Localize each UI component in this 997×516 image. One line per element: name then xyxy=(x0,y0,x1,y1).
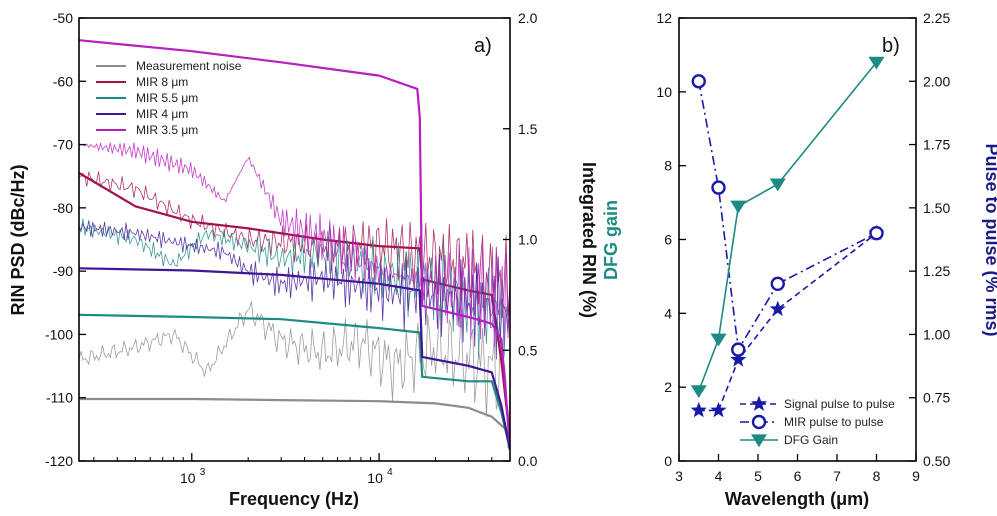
panel-b-y-tick-label: 0 xyxy=(664,453,672,469)
panel-a-y-tick-label: -110 xyxy=(46,390,73,406)
panel-a-legend-label: MIR 3.5 μm xyxy=(136,123,198,137)
panel-a-integrated-rin-line xyxy=(79,267,510,451)
panel-a-y2-tick-label: 0.5 xyxy=(518,342,538,358)
panel-b-legend-marker xyxy=(751,414,767,430)
panel-b-y-tick-label: 8 xyxy=(664,158,672,174)
panel-b-data-point xyxy=(691,74,706,89)
panel-b-data-point xyxy=(769,300,786,316)
panel-b-x-tick-label: 4 xyxy=(715,468,723,484)
panel-a-y2-tick-label: 2.0 xyxy=(518,10,538,26)
panel-b-data-point xyxy=(770,276,785,291)
panel-a-x-tick-exponent: 4 xyxy=(387,467,393,478)
panel-b-legend-marker xyxy=(751,434,767,448)
panel-b-y2-tick-label: 0.75 xyxy=(923,390,950,406)
panel-b-x-tick-label: 6 xyxy=(794,468,802,484)
panel-b-y-axis-label: DFG gain xyxy=(601,200,621,280)
panel-a-legend-label: MIR 4 μm xyxy=(136,107,188,121)
panel-b-dfg-gain-chart: 3 4 5 6 7 8 9 0 2 4 6 8 10 12 0.50 0.75 1.00 1.25 1.50 1.75… xyxy=(601,10,997,509)
panel-a-y2-tick-label: 1.0 xyxy=(518,232,538,248)
panel-a-y-tick-label: -100 xyxy=(45,326,73,342)
panel-a-legend-label: MIR 8 μm xyxy=(136,75,188,89)
panel-b-y2-tick-label: 0.50 xyxy=(923,453,950,469)
panel-b-data-point xyxy=(769,178,786,192)
panel-b-frame xyxy=(678,17,917,462)
panel-a-y-axis-label: RIN PSD (dBc/Hz) xyxy=(8,164,28,315)
panel-a-y-tick-label: -70 xyxy=(53,137,73,153)
panel-b-y2-tick-label: 1.50 xyxy=(923,200,950,216)
panel-a-integrated-rin-line xyxy=(79,397,510,451)
panel-a-y-tick-label: -120 xyxy=(45,453,73,469)
panel-a-psd-trace xyxy=(79,141,510,347)
panel-a-y-tick-label: -60 xyxy=(53,73,73,89)
panel-a-x-tick-label: 10 xyxy=(180,470,196,486)
panel-b-data-point xyxy=(710,333,727,347)
panel-b-y2-tick-label: 1.25 xyxy=(923,263,950,279)
panel-b-data-point xyxy=(690,401,707,418)
panel-b-data-point xyxy=(869,225,884,241)
panel-b-data-point xyxy=(868,56,885,70)
panel-a-y-tick-label: -80 xyxy=(53,200,73,216)
panel-a-legend-label: Measurement noise xyxy=(136,59,242,73)
panel-b-x-tick-label: 8 xyxy=(873,468,881,484)
panel-b-y2-tick-label: 2.25 xyxy=(923,10,950,26)
panel-b-y2-tick-label: 1.75 xyxy=(923,137,950,153)
panel-a-x-tick-exponent: 3 xyxy=(200,467,206,478)
panel-b-data-point xyxy=(711,180,726,195)
panel-b-legend-marker xyxy=(750,395,768,411)
panel-a-y2-tick-label: 1.5 xyxy=(518,121,538,137)
panel-b-series-line xyxy=(698,232,877,412)
panel-b-legend-label: Signal pulse to pulse xyxy=(784,397,895,411)
panel-b-series-line xyxy=(698,81,877,353)
panel-b-data-point xyxy=(731,342,746,357)
panel-b-data-point xyxy=(710,401,727,418)
panel-a-label: a) xyxy=(474,35,492,57)
panel-a-rin-psd-chart: -50 -60 -70 -80 -90 -100 -110 -120 2.0 1.5 1.0 0.5 0… xyxy=(8,10,599,509)
panel-b-label: b) xyxy=(882,35,900,57)
panel-b-y-tick-label: 12 xyxy=(656,10,672,26)
panel-b-y2-tick-label: 2.00 xyxy=(923,73,950,89)
panel-b-x-tick-label: 7 xyxy=(833,468,841,484)
panel-b-x-tick-label: 3 xyxy=(675,468,683,484)
panel-a-x-axis-label: Frequency (Hz) xyxy=(229,489,359,509)
panel-a-psd-trace xyxy=(79,301,510,448)
panel-a-y-tick-label: -50 xyxy=(53,10,73,26)
panel-b-data-point xyxy=(730,200,747,214)
panel-b-y-tick-label: 4 xyxy=(664,305,672,321)
panel-b-data-point xyxy=(690,385,707,399)
panel-a-x-tick-label: 10 xyxy=(367,470,383,486)
panel-b-legend-label: MIR pulse to pulse xyxy=(784,415,884,429)
panel-a-psd-trace xyxy=(79,171,510,324)
panel-a-y-tick-label: -90 xyxy=(53,263,73,279)
panel-b-x-axis-label: Wavelength (μm) xyxy=(725,489,869,509)
panel-b-data-point xyxy=(730,351,747,367)
panel-a-y2-axis-label: Integrated RIN (%) xyxy=(579,162,599,318)
panel-a-legend-label: MIR 5.5 μm xyxy=(136,91,198,105)
panel-b-y-tick-label: 6 xyxy=(664,232,672,248)
panel-b-y-tick-label: 10 xyxy=(656,84,672,100)
panel-b-y2-axis-label: Pulse to pulse (% rms) xyxy=(982,143,997,336)
panel-b-y-tick-label: 2 xyxy=(664,379,672,395)
panel-a-integrated-rin-line xyxy=(79,313,510,451)
panel-b-series-line xyxy=(698,61,878,392)
panel-a-integrated-rin-line xyxy=(79,39,510,446)
panel-a-y2-tick-label: 0.0 xyxy=(518,453,538,469)
panel-b-x-tick-label: 5 xyxy=(754,468,762,484)
panel-b-y2-tick-label: 1.00 xyxy=(923,326,950,342)
panel-b-x-tick-label: 9 xyxy=(912,468,920,484)
panel-b-legend-label: DFG Gain xyxy=(784,433,838,447)
